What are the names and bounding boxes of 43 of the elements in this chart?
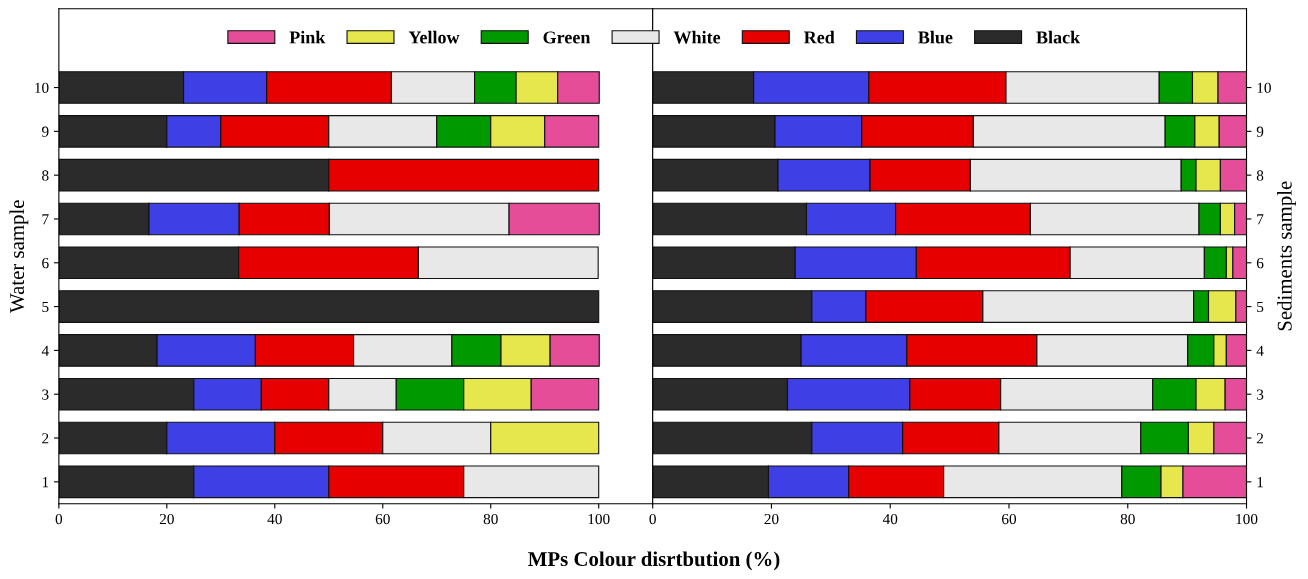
- y-tick-label: 6: [1256, 257, 1264, 269]
- legend-label: Yellow: [408, 30, 460, 44]
- legend-label: Red: [803, 30, 835, 44]
- x-tick-label: 40: [267, 513, 282, 525]
- legend-label: Green: [543, 31, 591, 44]
- x-tick-label: 20: [159, 513, 174, 525]
- legend-label: Pink: [289, 30, 326, 44]
- x-tick-label: 60: [375, 513, 390, 525]
- y-tick-label: 1: [42, 477, 49, 488]
- x-tick-label: 0: [55, 513, 63, 525]
- y-tick-label: 9: [1256, 126, 1264, 137]
- y-tick-label: 3: [42, 389, 49, 400]
- x-tick-label: 60: [1002, 513, 1017, 525]
- bar: [58, 290, 600, 323]
- x-tick-label: 0: [649, 513, 656, 525]
- x-tick-label: 40: [882, 513, 898, 525]
- x-tick-label: 100: [588, 513, 610, 525]
- y-tick-label: 4: [41, 345, 49, 356]
- y-tick-label: 7: [1257, 214, 1264, 225]
- y-tick-label: 8: [1256, 170, 1264, 181]
- x-tick-label: 100: [1236, 513, 1258, 525]
- legend-label: White: [673, 30, 721, 44]
- legend-label: Black: [1036, 30, 1081, 44]
- y-tick-label: 9: [41, 126, 49, 137]
- y-tick-label: 5: [1257, 301, 1264, 313]
- y-tick-label: 4: [1256, 345, 1264, 356]
- y-tick-label: 1: [1257, 477, 1263, 488]
- y-tick-label: 6: [42, 257, 49, 269]
- y-tick-label: 7: [42, 214, 49, 225]
- x-axis-title: MPs Colour disrtbution (%): [528, 551, 780, 571]
- y-axis-title: Sediments sample: [1277, 181, 1296, 331]
- y-tick-label: 5: [42, 301, 49, 313]
- y-tick-label: 2: [42, 433, 49, 444]
- y-tick-label: 2: [1256, 433, 1264, 444]
- y-tick-label: 10: [1257, 82, 1271, 93]
- x-tick-label: 80: [1120, 513, 1135, 525]
- x-tick-label: 20: [764, 513, 779, 525]
- y-tick-label: 10: [35, 82, 49, 93]
- x-tick-label: 80: [483, 513, 498, 525]
- y-axis-title: Water sample: [9, 200, 29, 313]
- y-tick-label: 8: [42, 170, 49, 181]
- y-tick-label: 3: [1256, 389, 1264, 400]
- legend-label: Blue: [918, 30, 953, 44]
